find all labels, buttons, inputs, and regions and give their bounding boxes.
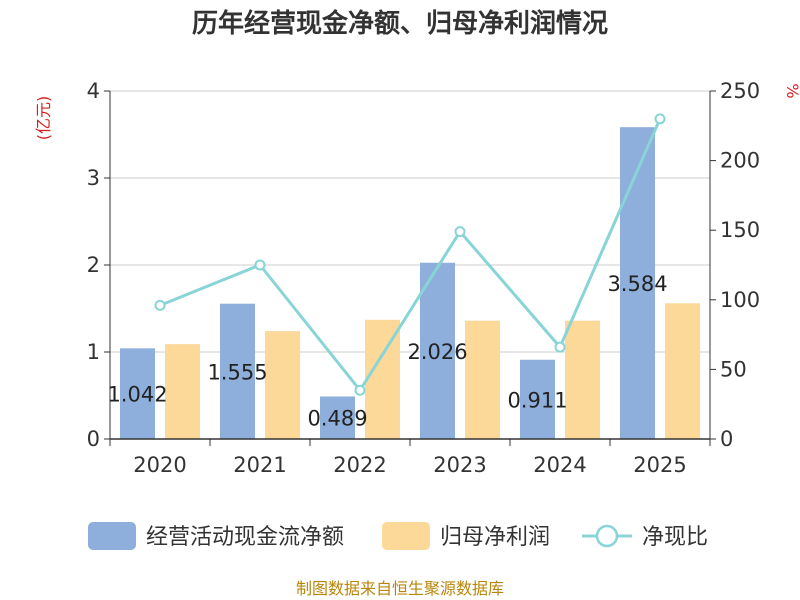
right-axis-unit: % xyxy=(783,83,800,98)
cashflow-bar xyxy=(520,359,555,439)
legend-swatch-ratio-dot xyxy=(595,524,619,548)
cashflow-value-label: 0.911 xyxy=(507,388,567,412)
right-tick-label: 150 xyxy=(720,218,760,242)
x-tick-label: 2020 xyxy=(133,453,186,477)
legend: 经营活动现金流净额 归母净利润 净现比 xyxy=(88,522,708,550)
x-tick-label: 2021 xyxy=(233,453,286,477)
cashflow-value-label: 0.489 xyxy=(307,407,367,431)
ratio-point xyxy=(354,384,366,396)
ratio-polyline xyxy=(159,118,662,393)
cashflow-bar xyxy=(220,303,255,439)
legend-label-cashflow: 经营活动现金流净额 xyxy=(146,525,344,550)
x-tick-label: 2022 xyxy=(333,453,386,477)
left-tick-label: 1 xyxy=(87,340,100,364)
cashflow-bar xyxy=(420,262,455,439)
legend-swatch-netprofit xyxy=(382,522,430,550)
right-tick-label: 50 xyxy=(720,357,747,381)
left-tick-label: 3 xyxy=(87,166,100,190)
netprofit-bar xyxy=(165,344,200,439)
ratio-point xyxy=(554,341,566,353)
left-axis-unit: (亿元) xyxy=(34,96,53,141)
ratio-point xyxy=(454,226,466,238)
x-tick-label: 2024 xyxy=(533,453,586,477)
right-tick-label: 200 xyxy=(720,149,760,173)
cashflow-bar xyxy=(120,348,155,439)
x-tick-label: 2025 xyxy=(633,453,686,477)
right-tick-label: 0 xyxy=(720,427,733,451)
cashflow-value-label: 1.042 xyxy=(107,383,167,407)
legend-swatch-cashflow xyxy=(88,522,136,550)
bars xyxy=(120,127,700,439)
ratio-point xyxy=(254,259,266,271)
legend-label-ratio: 净现比 xyxy=(642,525,708,550)
ratio-line xyxy=(154,113,666,396)
cashflow-bar xyxy=(320,396,355,439)
netprofit-bar xyxy=(465,320,500,439)
left-tick-label: 0 xyxy=(87,427,100,451)
right-tick-label: 100 xyxy=(720,288,760,312)
left-tick-label: 2 xyxy=(87,253,100,277)
netprofit-bar xyxy=(265,331,300,439)
grid-lines xyxy=(110,90,710,353)
cashflow-value-label: 3.584 xyxy=(607,272,667,296)
netprofit-bar xyxy=(365,319,400,439)
cashflow-bar xyxy=(620,127,655,439)
left-tick-label: 4 xyxy=(87,79,100,103)
ratio-point xyxy=(654,113,666,125)
netprofit-bar xyxy=(665,303,700,439)
right-tick-label: 250 xyxy=(720,79,760,103)
cashflow-value-label: 2.026 xyxy=(407,340,467,364)
legend-label-netprofit: 归母净利润 xyxy=(440,525,550,550)
x-tick-label: 2023 xyxy=(433,453,486,477)
ratio-point xyxy=(154,299,166,311)
chart-title: 历年经营现金净额、归母净利润情况 xyxy=(192,8,608,39)
cashflow-value-label: 1.555 xyxy=(207,360,267,384)
axes: 0 1 2 3 4 0 50 100 150 200 250 2020 2021 2022 2023 2024… xyxy=(87,79,760,477)
source-note: 制图数据来自恒生聚源数据库 xyxy=(296,579,504,598)
netprofit-bar xyxy=(565,320,600,439)
data-labels: 1.042 1.555 0.489 2.026 0.911 3.584 xyxy=(107,272,667,431)
